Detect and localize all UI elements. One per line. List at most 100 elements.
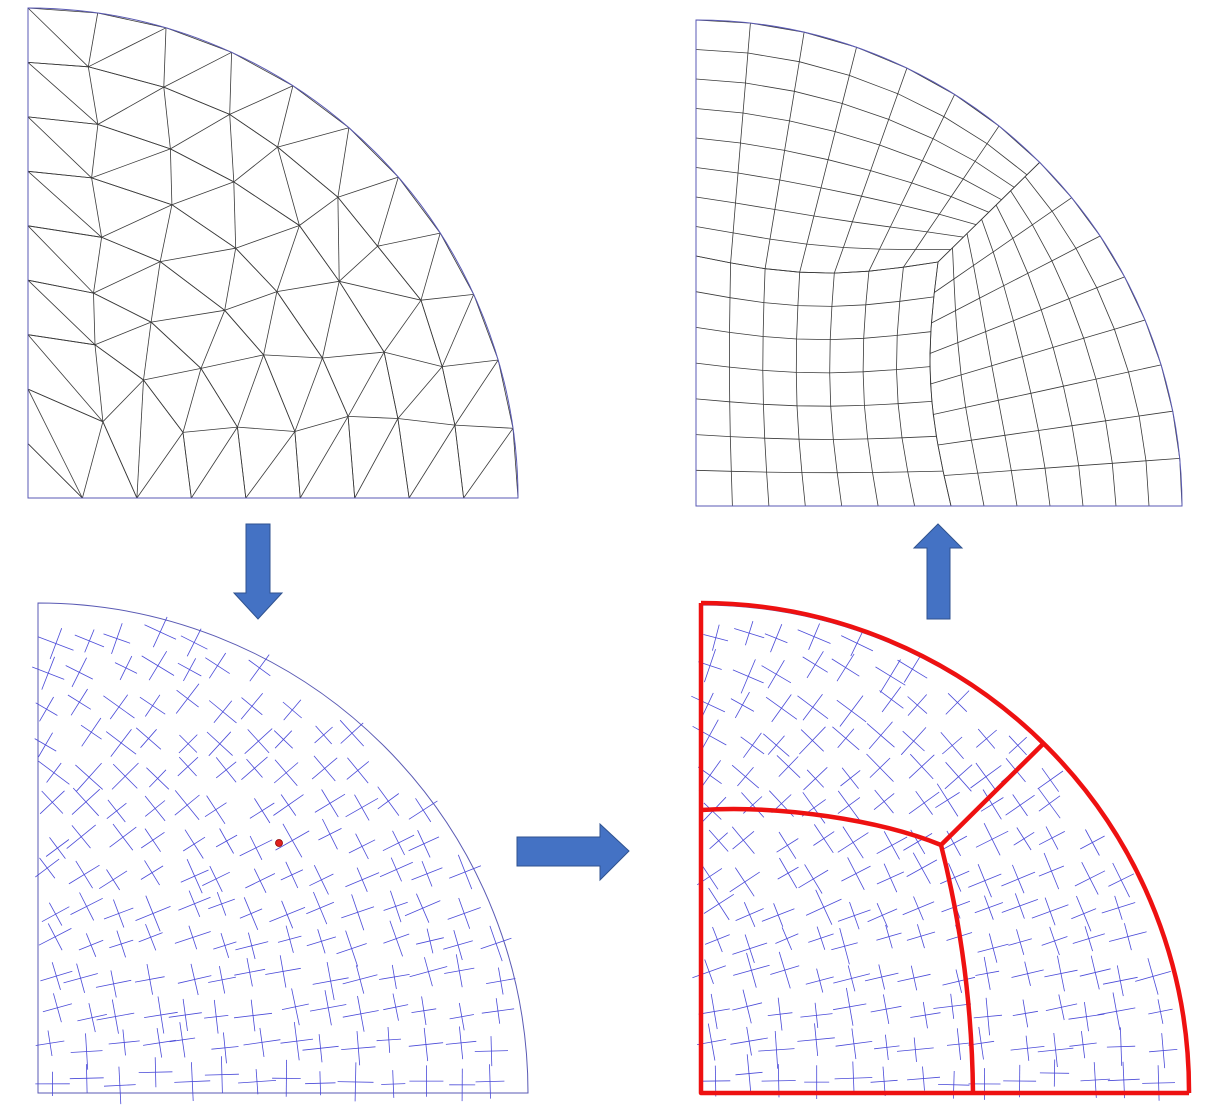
cross-field-stroke: [912, 852, 931, 884]
cross-field-stroke: [489, 1064, 491, 1099]
partition-boundary: [700, 600, 1192, 1094]
cross-field-stroke: [814, 1023, 819, 1056]
mesh-edge: [171, 204, 236, 249]
quad-mesh-edge: [695, 19, 1040, 163]
cross-field-stroke: [1081, 1031, 1086, 1059]
mesh-edge: [97, 86, 164, 125]
mesh-edge: [231, 51, 294, 87]
cross-field-stroke: [110, 970, 117, 998]
quad-mesh-edge: [931, 235, 1101, 324]
cross-field-stroke: [878, 964, 885, 990]
quad-mesh-panel: [695, 19, 1183, 507]
cross-field-stroke: [80, 724, 102, 740]
mesh-edge: [237, 427, 247, 499]
mesh-edge: [102, 421, 138, 499]
cross-field-stroke: [988, 933, 998, 963]
cross-field-stroke: [708, 887, 730, 921]
cross-field-stroke: [38, 636, 74, 651]
cross-field-stroke: [1084, 1002, 1089, 1032]
cross-field-stroke: [1084, 926, 1093, 952]
mesh-edge: [159, 261, 225, 311]
mesh-edge: [163, 27, 167, 88]
mesh-edge: [233, 181, 300, 226]
cross-field-stroke: [917, 924, 925, 949]
cross-field-stroke: [318, 1034, 323, 1063]
cross-field-stroke: [209, 865, 223, 892]
mesh-edge: [338, 281, 385, 353]
cross-field-stroke: [708, 829, 729, 852]
cross-field-stroke: [945, 761, 972, 792]
cross-field-stroke: [47, 923, 63, 951]
mesh-edge: [337, 127, 350, 198]
cross-field-stroke: [293, 1021, 300, 1061]
mesh-edge: [322, 351, 385, 359]
cross-field-stroke: [458, 1002, 465, 1031]
quad-mesh-edge: [695, 434, 937, 440]
mesh-edge: [277, 85, 294, 148]
cross-field-stroke: [144, 624, 177, 640]
mesh-edge: [245, 431, 296, 499]
cross-field-stroke: [146, 964, 153, 995]
cross-field-stroke: [692, 725, 727, 746]
singularity-marker: [275, 839, 283, 847]
cross-field-stroke: [913, 1037, 917, 1062]
mesh-edge: [27, 7, 89, 68]
cross-field-stroke: [279, 955, 287, 988]
cross-field-stroke: [691, 695, 726, 713]
cross-field-stroke: [847, 857, 865, 890]
cross-field-stroke: [936, 783, 959, 817]
cross-field-stroke: [851, 1028, 857, 1060]
cross-field-stroke: [313, 755, 336, 782]
cross-field-stroke: [458, 897, 471, 929]
mesh-edge: [348, 416, 398, 419]
cross-field-stroke: [1124, 923, 1132, 951]
cross-field-stroke: [806, 769, 824, 788]
mesh-edge: [454, 425, 464, 499]
mesh-edge: [94, 344, 104, 422]
cross-field-stroke: [776, 755, 801, 778]
quad-mesh-edge: [695, 78, 1015, 188]
cross-field-stroke: [1076, 895, 1092, 932]
mesh-edge: [377, 176, 399, 247]
cross-field-stroke: [744, 934, 755, 964]
quad-mesh-edge: [728, 262, 733, 507]
cross-field-stroke: [156, 1028, 163, 1058]
cross-field-stroke: [247, 729, 270, 754]
cross-field-stroke: [836, 699, 867, 723]
quad-mesh-edge: [695, 469, 944, 474]
cross-field-stroke: [1116, 965, 1124, 997]
mesh-edge: [151, 309, 225, 323]
cross-field-stroke: [907, 696, 928, 714]
cross-field-stroke: [392, 830, 405, 856]
cross-field-stroke: [746, 1054, 752, 1093]
quad-mesh-edge: [933, 364, 1162, 415]
cross-field-stroke: [940, 732, 964, 759]
mesh-edge: [454, 359, 499, 426]
cross-field-stroke: [710, 993, 718, 1030]
mesh-edge: [94, 344, 144, 381]
cross-field-stroke: [421, 996, 427, 1026]
cross-field-stroke: [345, 930, 359, 967]
partition-boundary: [700, 806, 942, 848]
cross-field-stroke: [498, 967, 504, 995]
mesh-edge: [200, 368, 238, 428]
cross-field-stroke: [421, 860, 433, 887]
cross-field-stroke: [875, 666, 906, 686]
cross-field-stroke: [779, 857, 798, 889]
mesh-edge: [384, 351, 443, 367]
quad-mesh-edge: [829, 273, 843, 507]
mesh-edge: [97, 12, 167, 29]
cross-field-stroke: [1053, 1032, 1058, 1068]
cross-field-stroke: [902, 730, 925, 752]
cross-field-stroke: [797, 695, 829, 720]
mesh-edge: [200, 310, 226, 369]
cross-field-stroke: [206, 731, 233, 756]
cross-field-stroke: [105, 731, 137, 755]
cross-field-stroke: [839, 927, 850, 965]
quad-mesh-edge: [966, 233, 1018, 507]
quad-mesh-edge: [981, 219, 1051, 507]
mesh-edge: [136, 379, 144, 499]
cross-field-stroke: [190, 963, 199, 996]
cross-field-stroke: [389, 920, 403, 957]
quad-mesh-edge: [896, 267, 915, 507]
